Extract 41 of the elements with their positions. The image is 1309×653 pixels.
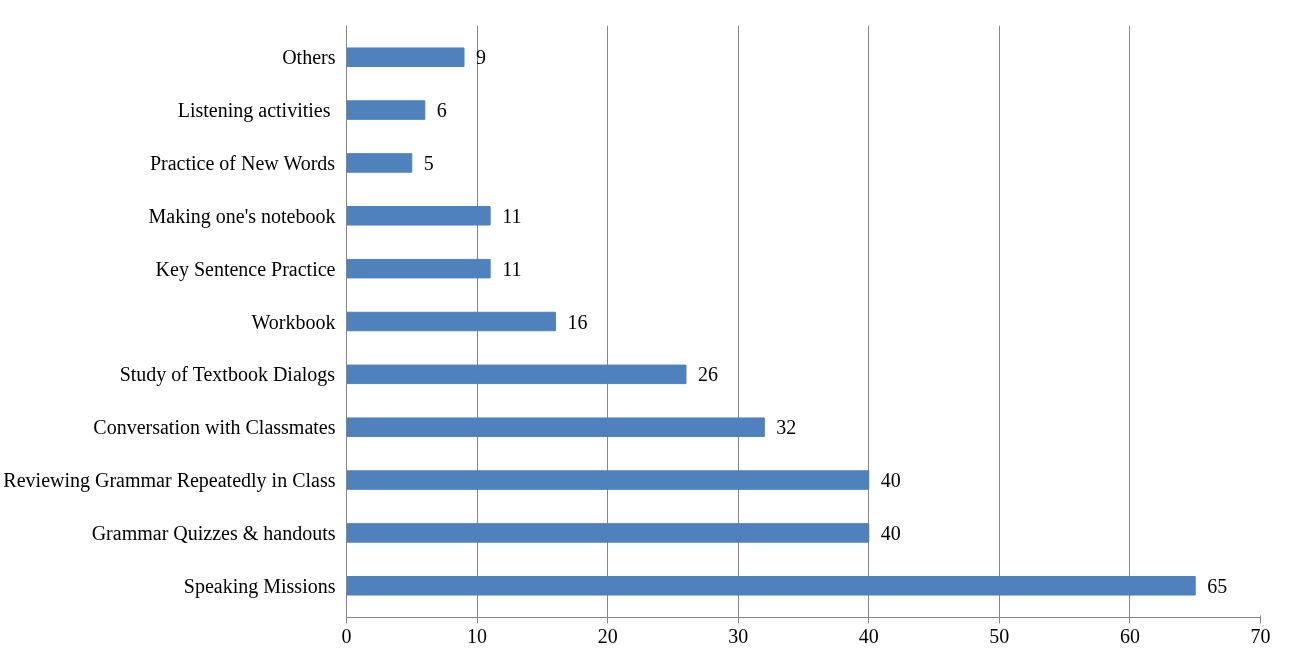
x-tick-label: 40 — [858, 624, 879, 647]
y-tick-label: Speaking Missions — [183, 574, 336, 598]
x-tick-label: 50 — [989, 624, 1010, 647]
y-tick-label: Making one's notebook — [148, 204, 336, 228]
data-label: 6 — [436, 99, 447, 122]
y-tick-label: Conversation with Classmates — [93, 416, 336, 439]
data-label: 11 — [502, 257, 522, 280]
y-tick-label: Practice of New Words — [149, 151, 336, 174]
x-tick-label: 60 — [1119, 624, 1140, 647]
x-tick-label: 70 — [1250, 624, 1271, 647]
bar — [346, 47, 465, 67]
x-tick-label: 20 — [597, 624, 618, 647]
bar — [346, 576, 1196, 596]
data-label: 40 — [880, 521, 901, 544]
x-tick-label: 0 — [341, 624, 352, 647]
data-label: 16 — [567, 310, 588, 333]
y-tick-label: Workbook — [251, 310, 336, 333]
data-label: 65 — [1207, 574, 1228, 597]
bar — [346, 523, 870, 543]
data-label: 9 — [476, 46, 487, 69]
data-label: 40 — [880, 469, 901, 492]
bar — [346, 364, 687, 385]
bar — [346, 100, 426, 120]
y-tick-label: Study of Textbook Dialogs — [119, 363, 336, 387]
bar — [346, 206, 491, 226]
bar — [346, 311, 556, 332]
bar — [346, 258, 491, 279]
bar — [346, 153, 413, 173]
x-tick-label: 30 — [728, 624, 749, 647]
y-tick-label: Others — [282, 46, 336, 69]
data-label: 26 — [697, 363, 718, 386]
data-label: 32 — [776, 416, 797, 439]
y-tick-label: Listening activities — [177, 99, 331, 123]
bar — [346, 417, 765, 437]
y-tick-label: Key Sentence Practice — [155, 257, 336, 281]
y-tick-label: Grammar Quizzes & handouts — [91, 521, 336, 544]
data-label: 5 — [423, 151, 434, 174]
y-tick-label: Reviewing Grammar Repeatedly in Class — [3, 469, 336, 493]
bar — [346, 470, 870, 490]
x-tick-label: 10 — [467, 624, 488, 647]
data-label: 11 — [502, 204, 522, 227]
